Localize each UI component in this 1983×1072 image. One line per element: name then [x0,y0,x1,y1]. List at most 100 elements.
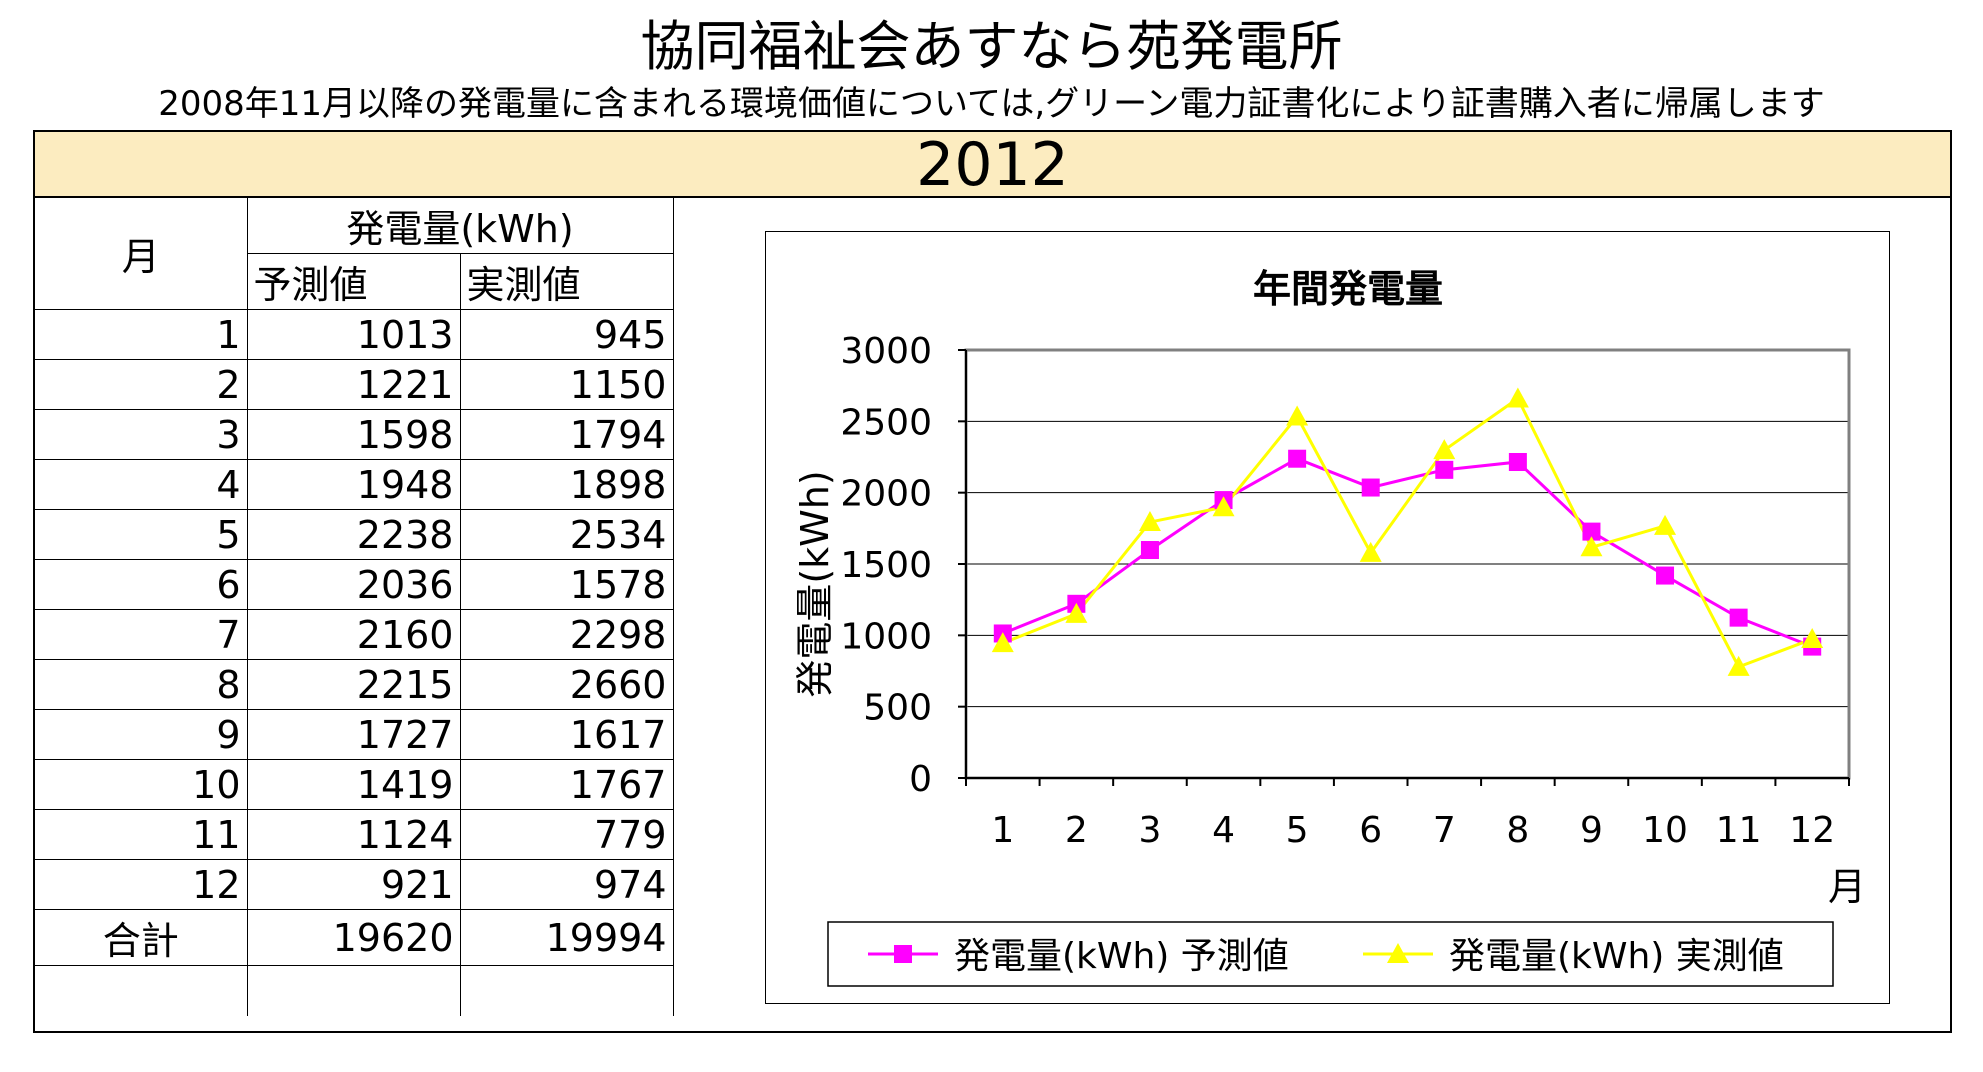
month-cell: 6 [35,559,248,610]
legend-marker-square [894,945,912,963]
data-point-forecast [1361,478,1380,497]
x-tick-label: 3 [1139,810,1162,851]
y-tick-label: 2500 [840,402,932,443]
empty-cell [246,965,461,1016]
data-point-actual [1359,541,1382,562]
legend-marker-triangle [1387,943,1409,963]
chart-legend [827,921,1834,987]
y-tick-label: 0 [909,759,932,800]
total-label-cell: 合計 [35,909,248,966]
actual-cell: 2660 [459,659,674,710]
table-header-row: 月 発電量(kWh) [35,198,674,310]
table-row: 9 1727 1617 [35,709,674,760]
actual-cell: 1794 [459,409,674,460]
x-tick-label: 6 [1359,810,1382,851]
month-cell: 12 [35,859,248,910]
x-tick-label: 7 [1433,810,1456,851]
x-tick-label: 1 [991,810,1014,851]
x-tick-label: 9 [1580,810,1603,851]
generation-table: 月 発電量(kWh) 予測値 実測値 1 1013 945 2 1221 1150 3 159… [35,198,674,1016]
table-row: 5 2238 2534 [35,509,674,560]
chart-area: 年間発電量 0 500 1000 1500 2000 2500 3000 1 2 3 4 5 6 7 8 9 10… [765,231,1890,1004]
series-line-1 [1002,457,1813,648]
month-cell: 5 [35,509,248,560]
legend-label-2: 発電量(kWh) 実測値 [1449,936,1784,977]
forecast-cell: 2160 [246,609,461,660]
y-tick-label: 500 [863,688,932,729]
table-row: 10 1419 1767 [35,759,674,810]
forecast-cell: 1727 [246,709,461,760]
page-title: 協同福祉会あすなら苑発電所 [640,15,1343,78]
generation-group-header: 発電量(kWh) [246,198,674,254]
table-row: 11 1124 779 [35,809,674,860]
table-row: 3 1598 1794 [35,409,674,460]
data-point-forecast [1656,566,1675,585]
month-cell: 4 [35,459,248,510]
actual-cell: 974 [459,859,674,910]
forecast-cell: 1124 [246,809,461,860]
actual-cell: 1898 [459,459,674,510]
actual-column-header: 実測値 [459,253,674,310]
y-tick-label: 3000 [840,331,932,372]
data-point-forecast [1140,541,1159,560]
x-tick-label: 5 [1286,810,1309,851]
series-line-2 [1002,396,1813,669]
forecast-cell: 1419 [246,759,461,810]
x-tick-label: 10 [1642,810,1688,851]
total-row: 合計 19620 19994 [35,909,674,966]
data-point-actual [991,632,1014,653]
actual-cell: 1578 [459,559,674,610]
total-forecast-cell: 19620 [246,909,461,966]
actual-cell: 1617 [459,709,674,760]
forecast-column-header: 予測値 [247,253,461,310]
x-axis-title: 月 [1828,865,1866,909]
table-row: 12 921 974 [35,859,674,910]
forecast-cell: 1948 [246,459,461,510]
forecast-cell: 1013 [246,309,461,360]
month-cell: 1 [35,309,248,360]
data-point-actual [1801,628,1824,649]
forecast-cell: 2036 [246,559,461,610]
actual-cell: 779 [459,809,674,860]
month-cell: 3 [35,409,248,460]
forecast-cell: 2238 [246,509,461,560]
chart-title: 年間発電量 [1253,267,1443,311]
year-banner: 2012 [35,132,1950,198]
data-point-forecast [1729,608,1748,627]
table-row: 6 2036 1578 [35,559,674,610]
forecast-cell: 1221 [246,359,461,410]
x-tick-label: 12 [1789,810,1835,851]
x-tick-label: 8 [1506,810,1529,851]
y-tick-label: 2000 [840,474,932,515]
data-point-forecast [1288,449,1307,468]
report-panel: 2012 月 発電量(kWh) 予測値 実測値 1 1013 945 2 1221 115… [33,130,1952,1033]
table-row: 4 1948 1898 [35,459,674,510]
month-cell: 10 [35,759,248,810]
table-row: 2 1221 1150 [35,359,674,410]
actual-cell: 2298 [459,609,674,660]
x-tick-label: 11 [1716,810,1762,851]
actual-cell: 1767 [459,759,674,810]
data-point-actual [1138,511,1161,532]
data-point-forecast [1435,460,1454,479]
total-actual-cell: 19994 [459,909,674,966]
forecast-cell: 921 [246,859,461,910]
table-row: 1 1013 945 [35,309,674,360]
data-point-forecast [1582,522,1601,541]
forecast-cell: 1598 [246,409,461,460]
month-cell: 2 [35,359,248,410]
actual-cell: 945 [459,309,674,360]
data-point-actual [1506,387,1529,408]
data-point-actual [1212,496,1235,517]
y-tick-label: 1500 [840,545,932,586]
x-tick-label: 4 [1212,810,1235,851]
data-point-actual [1727,655,1750,676]
table-row: 8 2215 2660 [35,659,674,710]
legend-label-1: 発電量(kWh) 予測値 [954,936,1289,977]
forecast-cell: 2215 [246,659,461,710]
empty-cell [459,965,674,1016]
page-subtitle: 2008年11月以降の発電量に含まれる環境価値については,グリーン電力証書化によ… [158,84,1825,124]
y-tick-label: 1000 [840,616,932,657]
month-cell: 11 [35,809,248,860]
y-axis-title: 発電量(kWh) [793,470,837,697]
